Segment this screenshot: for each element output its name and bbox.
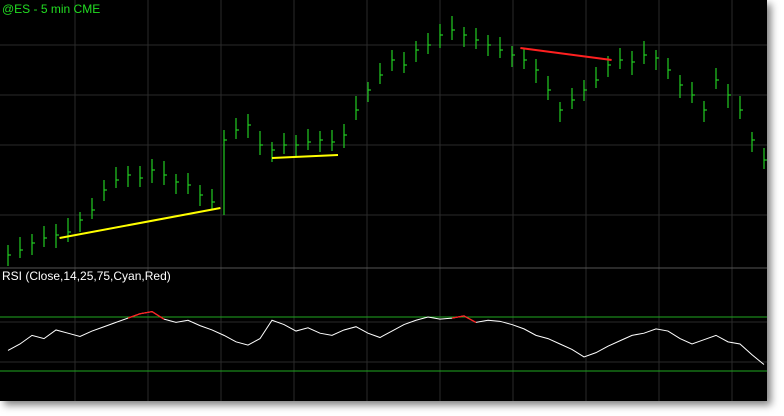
chart-title: @ES - 5 min CME <box>2 2 100 16</box>
rsi-overbought <box>139 310 153 315</box>
grid <box>0 0 767 401</box>
trendline <box>59 207 221 239</box>
trendline <box>520 47 612 61</box>
rsi-overbought <box>151 311 165 320</box>
trendline <box>271 154 339 159</box>
indicator-title: RSI (Close,14,25,75,Cyan,Red) <box>2 269 171 283</box>
rsi-overbought <box>451 315 465 319</box>
rsi-overbought <box>463 315 477 323</box>
rsi-overbought <box>127 313 141 319</box>
chart-background <box>0 0 767 401</box>
